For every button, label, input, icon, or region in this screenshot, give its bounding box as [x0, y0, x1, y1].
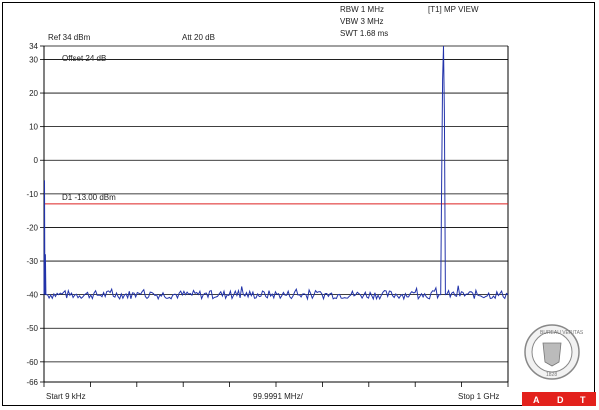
y-tick-label: 30 — [29, 55, 38, 64]
adt-letter-d: D — [557, 395, 564, 405]
vbw-label: VBW 3 MHz — [340, 17, 384, 26]
adt-letter-t: T — [580, 395, 586, 405]
y-tick-label: 0 — [34, 156, 39, 165]
adt-letter-a: A — [533, 395, 540, 405]
y-tick-label: -30 — [26, 257, 38, 266]
y-axis-ticks: 34 30 20 10 0 -10 -20 -30 -40 -50 -60 -66 — [26, 42, 44, 387]
y-tick-label: 20 — [29, 89, 38, 98]
x-axis-ticks — [43, 382, 509, 387]
seal-top-text: BUREAU VERITAS — [540, 330, 584, 336]
stop-frequency-label: Stop 1 GHz — [458, 392, 499, 401]
y-tick-label: -50 — [26, 324, 38, 333]
plot-frame — [2, 2, 595, 406]
seal-year-text: 1828 — [546, 372, 557, 378]
y-tick-label: 34 — [29, 42, 38, 51]
limit-line-label: D1 -13.00 dBm — [62, 193, 116, 202]
y-tick-label: -20 — [26, 223, 38, 232]
y-tick-label: -10 — [26, 190, 38, 199]
y-tick-label: 10 — [29, 123, 38, 132]
ref-level-label: Ref 34 dBm — [48, 33, 91, 42]
offset-label: Offset 24 dB — [62, 54, 106, 63]
rbw-label: RBW 1 MHz — [340, 5, 384, 14]
sweep-time-label: SWT 1.68 ms — [340, 29, 388, 38]
trace-mode-label: [T1] MP VIEW — [428, 5, 479, 14]
attenuation-label: Att 20 dB — [182, 33, 215, 42]
adt-logo: A D T — [522, 392, 596, 406]
y-tick-label: -40 — [26, 291, 38, 300]
start-frequency-label: Start 9 kHz — [46, 392, 86, 401]
bureau-veritas-seal-icon: BUREAU VERITAS 1828 — [524, 324, 584, 380]
frequency-span-per-div-label: 99.9991 MHz/ — [253, 392, 304, 401]
y-tick-label: -60 — [26, 358, 38, 367]
spectrum-trace — [43, 45, 509, 301]
y-tick-label: -66 — [26, 378, 38, 387]
grid — [43, 45, 509, 383]
